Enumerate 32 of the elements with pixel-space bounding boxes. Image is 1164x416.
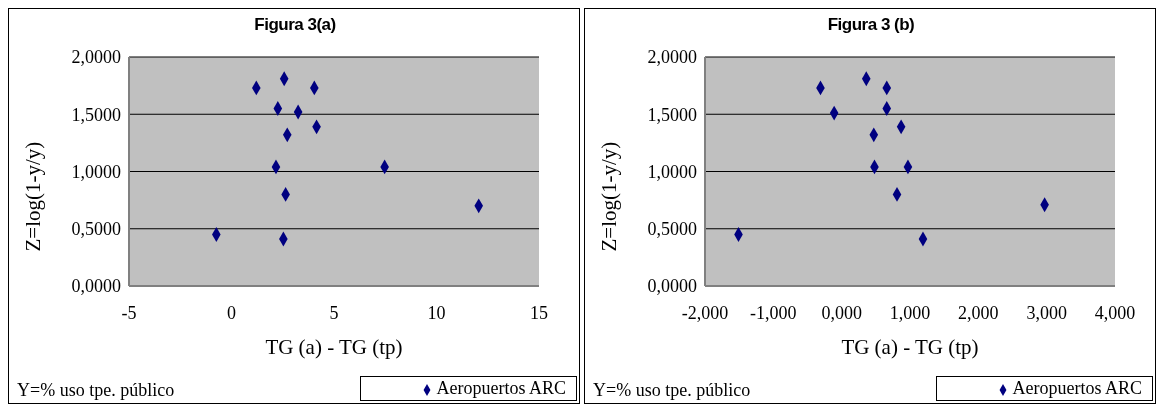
y-tick-label: 1,5000: [71, 104, 121, 125]
x-tick-label: 0,000: [821, 302, 862, 323]
y-tick-label: 1,0000: [647, 161, 697, 182]
y-tick-label: 0,0000: [71, 276, 121, 297]
x-tick-label: 0: [227, 302, 236, 323]
y-tick-label: 0,5000: [71, 219, 121, 240]
chart-title: Figura 3(a): [253, 15, 337, 35]
x-tick-label: -1,000: [750, 302, 797, 323]
y-tick-label: 0,0000: [647, 276, 697, 297]
x-tick-label: -2,000: [681, 302, 729, 323]
y-tick-label: 2,0000: [71, 47, 121, 68]
legend-label: Aeropuertos ARC: [1012, 378, 1142, 398]
x-tick-label: 15: [530, 302, 548, 323]
x-tick-label: 5: [329, 302, 339, 323]
y-tick-label: 1,0000: [71, 161, 121, 182]
text: Y=% uso tpe. público: [593, 380, 751, 401]
x-tick-label: -5: [121, 302, 137, 323]
text: Y=% uso tpe. público: [17, 380, 175, 401]
y-axis-title: Z=log(1-y/y): [597, 141, 622, 252]
y-axis-title: Z=log(1-y/y): [21, 141, 46, 252]
x-tick-label: 1,000: [889, 302, 931, 323]
x-tick-label: 3,000: [1026, 302, 1067, 323]
x-tick-label: 10: [427, 302, 446, 323]
x-tick-label: 4,000: [1094, 302, 1136, 323]
x-axis-title: TG (a) - TG (tp): [265, 335, 403, 359]
y-tick-label: 0,5000: [647, 219, 697, 240]
y-tick-label: 1,5000: [647, 104, 697, 125]
chart-title: Figura 3 (b): [826, 15, 916, 35]
x-axis-title: TG (a) - TG (tp): [841, 335, 979, 359]
legend-label: Aeropuertos ARC: [436, 378, 566, 398]
x-tick-label: 2,000: [958, 302, 999, 323]
y-tick-label: 2,0000: [647, 47, 697, 68]
